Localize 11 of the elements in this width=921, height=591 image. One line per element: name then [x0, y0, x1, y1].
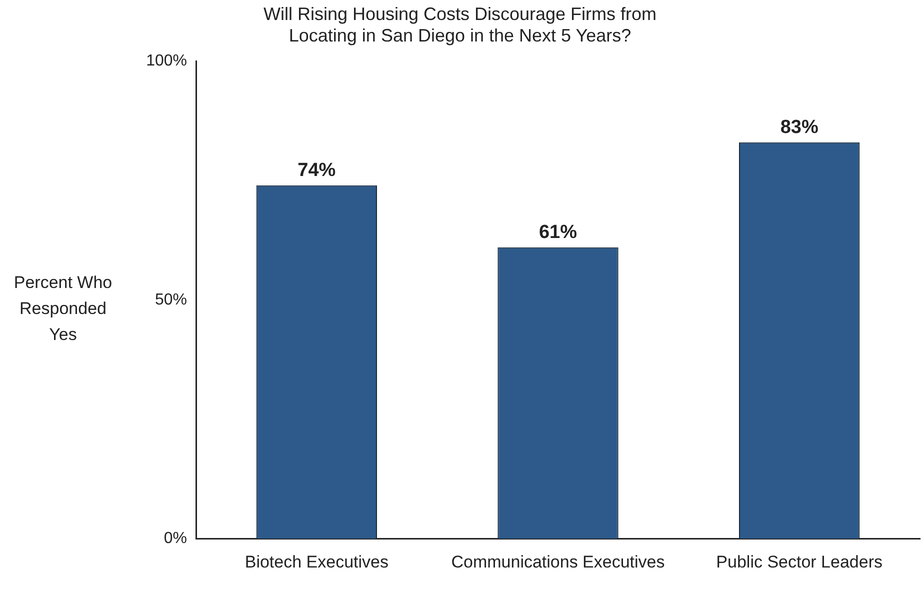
x-tick-label: Communications Executives: [451, 552, 665, 572]
x-tick-label: Public Sector Leaders: [716, 552, 882, 572]
y-axis-title: Percent Who Responded Yes: [12, 272, 114, 346]
data-label: 61%: [538, 222, 578, 244]
x-tick-label: Biotech Executives: [244, 552, 388, 572]
chart-title: Will Rising Housing Costs Discourage Firms from Locating in San Diego in the Next 5 Years?: [263, 4, 657, 46]
y-tick-label: 0%: [164, 530, 187, 548]
data-label: 83%: [780, 117, 818, 138]
y-tick-label: 100%: [146, 52, 187, 70]
y-tick-label: 50%: [154, 291, 187, 308]
data-label: 74%: [298, 160, 336, 182]
